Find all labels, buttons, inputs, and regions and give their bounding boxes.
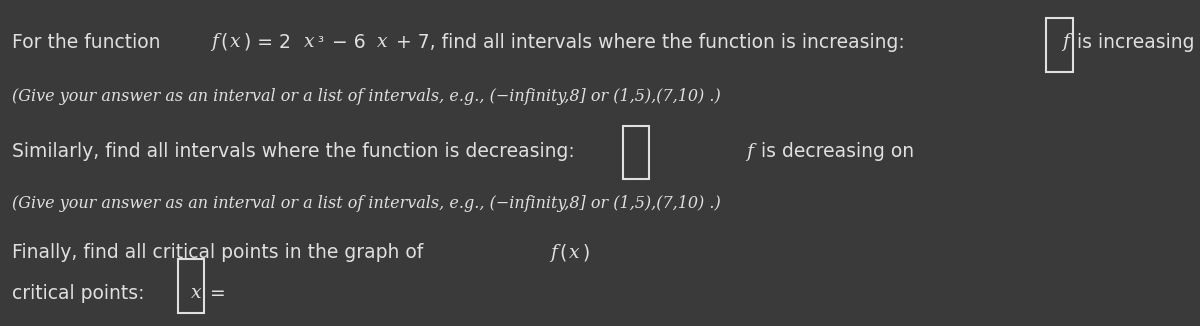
Text: f: f (746, 142, 752, 161)
Text: For the function: For the function (12, 33, 167, 52)
Text: is increasing on: is increasing on (1072, 33, 1200, 52)
Text: Similarly, find all intervals where the function is decreasing:: Similarly, find all intervals where the … (12, 142, 581, 161)
Text: x: x (569, 244, 580, 262)
Text: critical points:: critical points: (12, 284, 150, 303)
Text: x: x (304, 33, 314, 52)
Text: =: = (204, 284, 226, 303)
Text: ³: ³ (318, 35, 324, 50)
Text: (: ( (221, 33, 228, 52)
Text: x: x (191, 284, 202, 303)
Text: x: x (230, 33, 240, 52)
Text: is decreasing on: is decreasing on (755, 142, 914, 161)
Text: f: f (551, 244, 557, 262)
Text: f: f (211, 33, 218, 52)
Text: (: ( (559, 243, 566, 262)
Text: − 6: − 6 (325, 33, 365, 52)
Text: (Give your answer as an interval or a list of intervals, e.g., (−infinity,8] or : (Give your answer as an interval or a li… (12, 195, 721, 212)
Text: (Give your answer as an interval or a list of intervals, e.g., (−infinity,8] or : (Give your answer as an interval or a li… (12, 88, 721, 105)
Text: x: x (377, 33, 388, 52)
Text: + 7, find all intervals where the function is increasing:: + 7, find all intervals where the functi… (390, 33, 911, 52)
Text: f: f (1062, 33, 1069, 52)
Text: Finally, find all critical points in the graph of: Finally, find all critical points in the… (12, 243, 430, 262)
Text: ) = 2: ) = 2 (244, 33, 290, 52)
Text: ): ) (583, 243, 590, 262)
